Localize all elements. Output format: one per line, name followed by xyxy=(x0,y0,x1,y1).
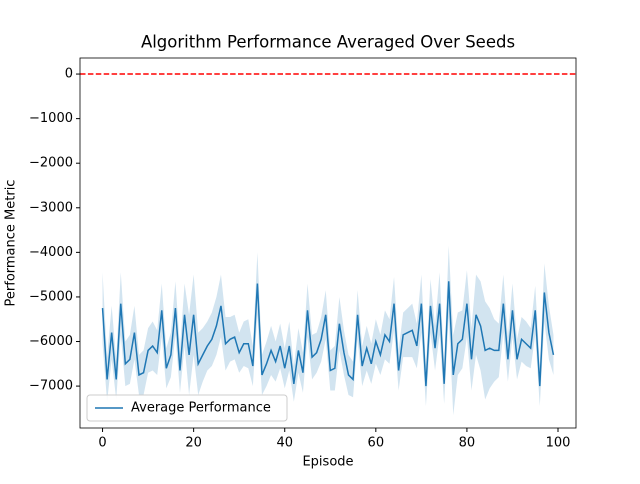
x-tick-label: 80 xyxy=(459,436,476,451)
y-tick-label: −4000 xyxy=(29,245,73,260)
y-tick-label: −6000 xyxy=(29,334,73,349)
plot-frame xyxy=(79,57,577,429)
y-tick-label: −3000 xyxy=(29,200,73,215)
y-tick-label: −5000 xyxy=(29,289,73,304)
y-tick-label: −1000 xyxy=(29,111,73,126)
legend-box xyxy=(86,394,288,422)
line xyxy=(101,281,555,387)
error-band xyxy=(102,245,554,416)
y-tick-label: 0 xyxy=(65,67,73,82)
x-tick-label: 60 xyxy=(368,436,385,451)
y-tick-label: −2000 xyxy=(29,156,73,171)
y-tick-label: −7000 xyxy=(29,379,73,394)
x-tick-label: 20 xyxy=(185,436,202,451)
x-axis-label: Episode xyxy=(302,455,353,470)
chart-title: Algorithm Performance Averaged Over Seed… xyxy=(141,33,515,52)
x-tick-label: 100 xyxy=(546,436,571,451)
y-axis-label: Performance Metric xyxy=(4,180,19,307)
x-tick-label: 0 xyxy=(98,436,106,451)
x-tick-label: 40 xyxy=(276,436,293,451)
legend-label: Average Performance xyxy=(131,401,271,416)
